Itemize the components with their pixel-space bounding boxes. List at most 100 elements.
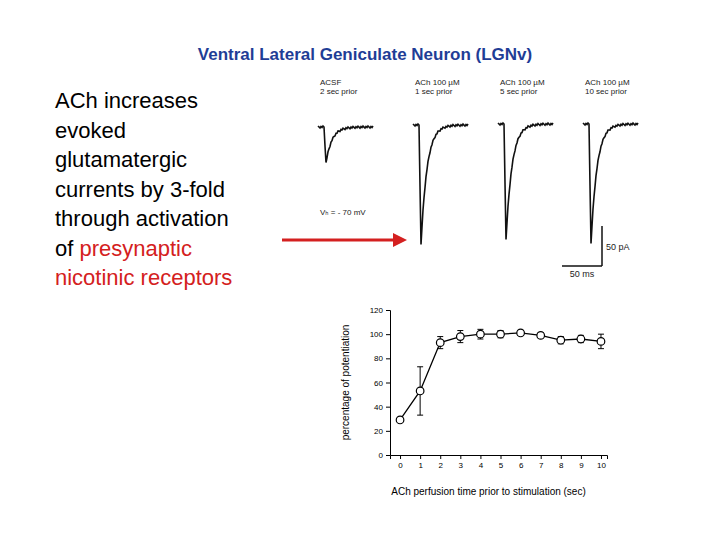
trace — [413, 124, 468, 245]
x-tick-label: 5 — [499, 461, 504, 470]
trace-label: 5 sec prior — [500, 87, 538, 96]
scale-bar-label: 50 pA — [606, 242, 630, 252]
y-tick: 120 — [370, 306, 390, 315]
x-tick-mark — [440, 455, 441, 459]
x-tick-label: 4 — [479, 461, 484, 470]
title: Ventral Lateral Geniculate Neuron (LGNv) — [198, 45, 532, 64]
body-segment: ACh increases — [55, 88, 198, 113]
error-bar — [477, 329, 483, 339]
trace-label: 10 sec prior — [585, 87, 627, 96]
scale-bar-current — [601, 226, 603, 266]
chart: 012345678910020406080100120percentage of… — [340, 306, 608, 497]
error-bar-cap — [598, 334, 604, 335]
y-tick-label: 60 — [374, 379, 383, 388]
trace-label: ACSF — [320, 78, 341, 87]
y-axis-title: percentage of potentiation — [340, 325, 351, 441]
x-tick-label: 3 — [459, 461, 464, 470]
y-tick-mark — [386, 310, 390, 311]
x-tick: 10 — [597, 455, 606, 470]
x-tick-mark — [601, 455, 602, 459]
y-tick: 60 — [374, 379, 390, 388]
trace-label: ACh 100 µM — [500, 78, 545, 87]
x-tick-label: 6 — [519, 461, 524, 470]
y-tick: 80 — [374, 354, 390, 363]
trace-label: ACh 100 µM — [585, 78, 630, 87]
x-axis: 012345678910 — [391, 455, 608, 470]
error-bar-cap — [457, 330, 463, 331]
scale-bar-time — [562, 265, 602, 267]
y-tick-label: 100 — [370, 330, 384, 339]
y-tick-mark — [386, 358, 390, 359]
x-tick-mark — [541, 455, 542, 459]
x-tick: 7 — [539, 455, 544, 470]
x-tick: 2 — [439, 455, 444, 470]
x-tick: 4 — [479, 455, 484, 470]
error-bar — [598, 334, 604, 349]
error-bar-cap — [437, 336, 443, 337]
error-bar — [578, 335, 584, 342]
y-tick-mark — [386, 431, 390, 432]
x-tick: 8 — [559, 455, 564, 470]
body-segment: presynaptic — [79, 236, 192, 261]
data-point — [517, 329, 525, 337]
data-line — [400, 333, 601, 420]
body-line: nicotinic receptors — [55, 265, 232, 290]
y-tick: 40 — [374, 403, 390, 412]
body-line: glutamatergic — [55, 147, 187, 172]
body-segment: evoked — [55, 118, 126, 143]
x-tick-mark — [460, 455, 461, 459]
y-tick: 100 — [370, 330, 390, 339]
x-tick-mark — [581, 455, 582, 459]
error-bar-cap — [477, 339, 483, 340]
x-tick-label: 10 — [597, 461, 606, 470]
traces: ACSF2 sec priorACh 100 µM1 sec priorACh … — [318, 78, 638, 279]
data-point — [396, 416, 404, 424]
x-axis-title: ACh perfusion time prior to stimulation … — [391, 486, 586, 497]
data-point — [436, 339, 444, 347]
data-point — [537, 332, 545, 340]
holding-potential: Vₕ = - 70 mV — [320, 208, 366, 217]
x-tick-label: 0 — [398, 461, 403, 470]
x-tick-mark — [521, 455, 522, 459]
error-bar-cap — [417, 366, 423, 367]
data-point — [577, 335, 585, 343]
x-tick-mark — [501, 455, 502, 459]
body-line: ACh increases — [55, 88, 198, 113]
slide: Ventral Lateral Geniculate Neuron (LGNv)… — [0, 0, 720, 540]
x-tick-label: 7 — [539, 461, 544, 470]
y-tick-label: 40 — [374, 403, 383, 412]
x-tick: 1 — [418, 455, 423, 470]
plot-marks — [396, 329, 605, 424]
trace — [318, 126, 373, 163]
y-tick-mark — [386, 455, 390, 456]
data-point — [557, 336, 565, 344]
error-bar — [417, 367, 423, 415]
body-segment: currents by 3-fold — [55, 177, 225, 202]
y-tick-mark — [386, 407, 390, 408]
error-bar-cap — [417, 415, 423, 416]
body-segment: glutamatergic — [55, 147, 187, 172]
body-text: ACh increases evoked glutamatergic currents… — [55, 88, 232, 290]
y-tick-label: 80 — [374, 354, 383, 363]
y-tick: 20 — [374, 427, 390, 436]
trace — [498, 123, 553, 240]
x-tick-mark — [480, 455, 481, 459]
trace-label: 1 sec prior — [415, 87, 453, 96]
data-point — [416, 387, 424, 395]
y-tick-mark — [386, 383, 390, 384]
x-axis-line — [391, 456, 608, 460]
y-tick-label: 0 — [379, 451, 384, 460]
y-axis-line — [386, 311, 391, 456]
error-bar-cap — [457, 342, 463, 343]
trace-label: 2 sec prior — [320, 87, 358, 96]
x-tick-mark — [400, 455, 401, 459]
data-point — [597, 338, 605, 346]
data-point — [497, 330, 505, 338]
trace-label: ACh 100 µM — [415, 78, 460, 87]
body-segment: nicotinic receptors — [55, 265, 232, 290]
body-line: of presynaptic — [55, 236, 192, 261]
body-line: evoked — [55, 118, 126, 143]
body-line: through activation — [55, 206, 229, 231]
error-bar — [558, 337, 564, 344]
y-axis: 0 20 40 60 80 100 120 — [370, 306, 391, 460]
